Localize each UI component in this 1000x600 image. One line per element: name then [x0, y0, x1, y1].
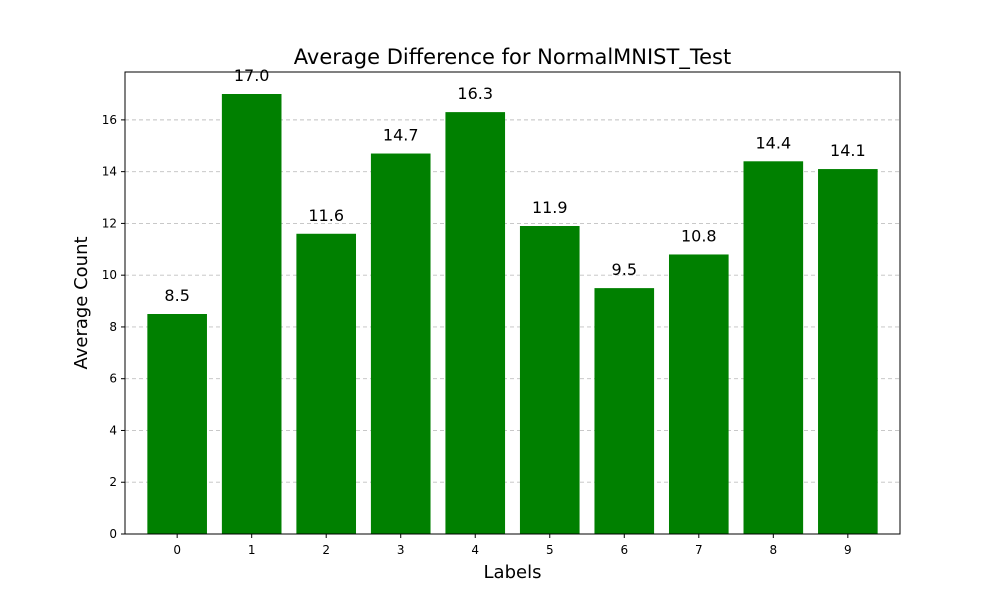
- data-label: 14.4: [756, 133, 792, 152]
- data-label: 11.6: [308, 206, 344, 225]
- x-tick-label: 2: [322, 543, 330, 557]
- x-tick-label: 1: [248, 543, 256, 557]
- y-tick-label: 12: [102, 216, 117, 230]
- x-tick-label: 7: [695, 543, 703, 557]
- y-tick-label: 8: [109, 320, 117, 334]
- y-tick-label: 4: [109, 423, 117, 437]
- bar-2: [296, 233, 357, 534]
- data-labels: 8.5 17.0 11.6 14.7 16.3 11.9 9.5 10.8 14.4 14.1: [164, 66, 865, 305]
- x-axis-label: Labels: [484, 562, 542, 583]
- bar-0: [147, 314, 207, 534]
- y-tick-label: 14: [102, 165, 117, 179]
- x-tick-label: 4: [471, 543, 479, 557]
- y-tick-label: 6: [109, 372, 117, 386]
- x-tick-label: 3: [397, 543, 405, 557]
- bar-3: [370, 153, 431, 534]
- bar-5: [519, 226, 580, 534]
- chart-title: Average Difference for NormalMNIST_Test: [294, 45, 731, 70]
- y-tick-label: 10: [102, 268, 117, 282]
- data-label: 11.9: [532, 198, 568, 217]
- bar-4: [445, 112, 506, 534]
- data-label: 17.0: [234, 66, 270, 85]
- data-label: 14.1: [830, 141, 866, 160]
- data-label: 9.5: [612, 260, 637, 279]
- x-tick-label: 9: [844, 543, 852, 557]
- bar-9: [818, 169, 878, 534]
- y-axis-label: Average Count: [71, 236, 92, 369]
- data-label: 14.7: [383, 126, 419, 145]
- x-tick-label: 6: [620, 543, 628, 557]
- data-label: 10.8: [681, 227, 717, 246]
- x-tick-label: 8: [769, 543, 777, 557]
- y-tick-label: 2: [109, 475, 117, 489]
- bar-6: [594, 288, 655, 534]
- x-tick-label: 5: [546, 543, 554, 557]
- bar-8: [743, 161, 804, 534]
- x-tick-label: 0: [173, 543, 181, 557]
- data-label: 16.3: [457, 84, 493, 103]
- plot-frame: [124, 71, 901, 535]
- y-tick-label: 0: [109, 527, 117, 541]
- y-tick-label: 16: [102, 113, 117, 127]
- bar-7: [668, 254, 729, 534]
- bars: [147, 94, 878, 534]
- data-label: 8.5: [164, 286, 189, 305]
- bar-1: [221, 94, 282, 534]
